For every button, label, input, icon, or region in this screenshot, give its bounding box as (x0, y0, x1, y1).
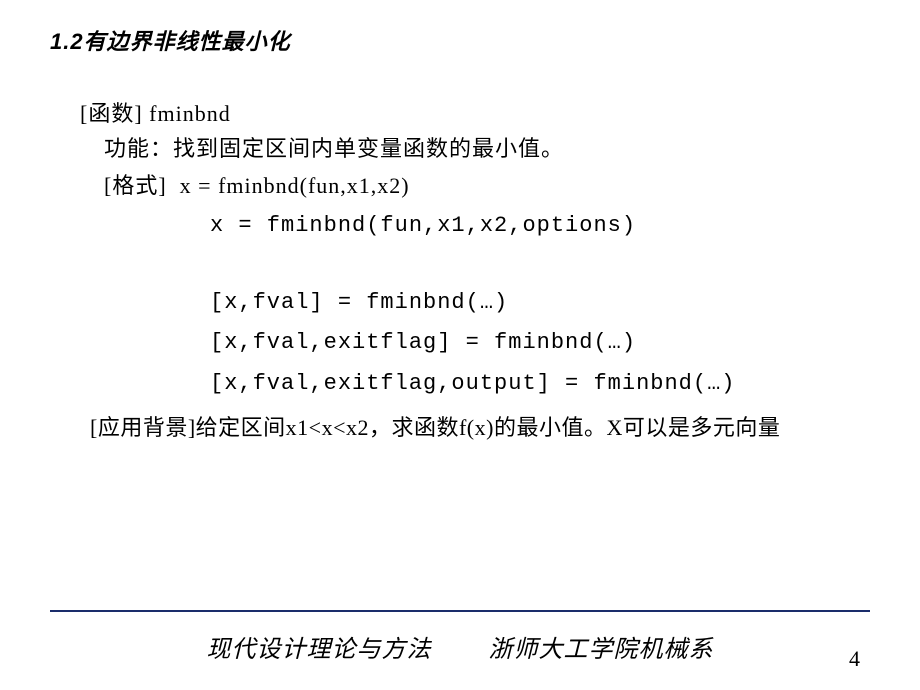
format-label: [格式] (104, 173, 167, 198)
content-block: [函数] fminbnd 功能：找到固定区间内单变量函数的最小值。 [格式] x… (50, 96, 870, 444)
signature-1: x = fminbnd(fun,x1,x2,options) (80, 206, 870, 247)
footer: 现代设计理论与方法 浙师大工学院机械系 (0, 629, 920, 664)
footer-left: 现代设计理论与方法 (207, 629, 432, 664)
footer-right: 浙师大工学院机械系 (489, 629, 714, 664)
section-title: 1.2有边界非线性最小化 (50, 24, 870, 56)
app-bg-label: [应用背景] (90, 415, 196, 440)
function-description: 功能：找到固定区间内单变量函数的最小值。 (80, 131, 870, 166)
slide-container: 1.2有边界非线性最小化 [函数] fminbnd 功能：找到固定区间内单变量函… (0, 0, 920, 690)
function-label: [函数] (80, 101, 143, 126)
section-title-text: 有边界非线性最小化 (84, 29, 291, 54)
function-name: fminbnd (149, 101, 231, 126)
section-number: 1.2 (50, 29, 84, 54)
signature-0: x = fminbnd(fun,x1,x2) (180, 173, 410, 198)
spacer (80, 247, 870, 283)
signature-3: [x,fval,exitflag] = fminbnd(…) (80, 323, 870, 364)
function-header: [函数] fminbnd (80, 96, 870, 131)
app-bg-text: 给定区间x1<x<x2，求函数f(x)的最小值。X可以是多元向量 (196, 415, 781, 440)
page-number: 4 (849, 646, 860, 672)
format-line-1: [格式] x = fminbnd(fun,x1,x2) (80, 166, 870, 206)
desc-text: 找到固定区间内单变量函数的最小值。 (173, 136, 564, 161)
signature-2: [x,fval] = fminbnd(…) (80, 283, 870, 324)
application-background: [应用背景]给定区间x1<x<x2，求函数f(x)的最小值。X可以是多元向量 (80, 411, 870, 444)
desc-label: 功能： (104, 136, 173, 161)
footer-divider (50, 610, 870, 612)
signature-4: [x,fval,exitflag,output] = fminbnd(…) (80, 364, 870, 405)
